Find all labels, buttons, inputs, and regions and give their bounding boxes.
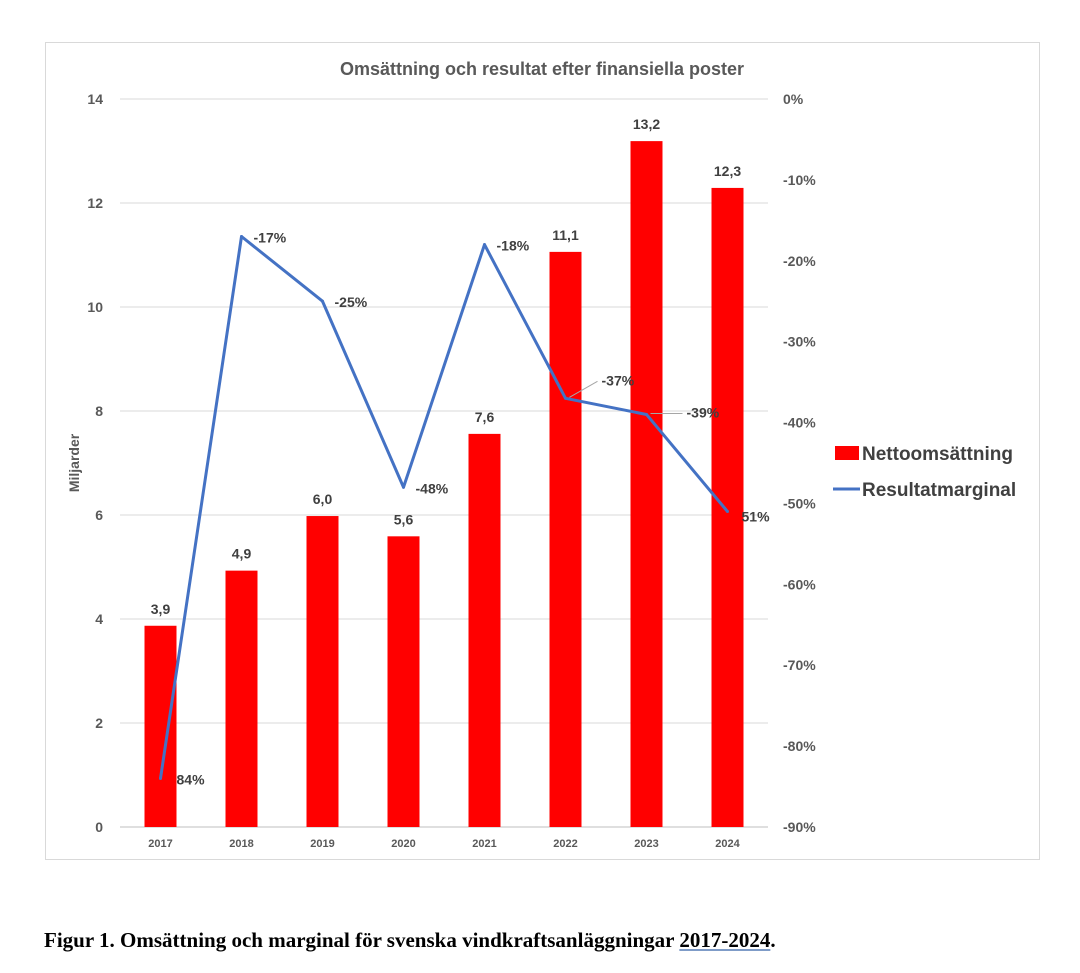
left-tick-label: 6: [95, 507, 103, 523]
bar-2020: [387, 536, 420, 827]
bar-2022: [549, 251, 582, 827]
left-tick-label: 8: [95, 403, 103, 419]
bar-label: 3,9: [151, 601, 171, 617]
bar-series: [144, 141, 744, 828]
x-tick-label: 2024: [715, 838, 740, 850]
caption-range: 2017-2024: [679, 928, 771, 952]
right-tick-label: -60%: [783, 576, 816, 592]
bar-label: 7,6: [475, 409, 495, 425]
x-tick-label: 2022: [553, 838, 577, 850]
bar-label: 5,6: [394, 511, 414, 527]
line-point-2018: [240, 235, 243, 239]
bar-data-labels: 3,9 4,9 6,0 5,6 7,6 11,1 13,2 12,3: [151, 116, 742, 617]
line-label: -48%: [416, 480, 449, 496]
right-tick-label: -90%: [783, 819, 816, 835]
line-series: [159, 235, 729, 780]
left-tick-label: 10: [87, 299, 103, 315]
left-tick-label: 12: [87, 195, 103, 211]
right-tick-label: -10%: [783, 172, 816, 188]
left-tick-label: 4: [95, 611, 103, 627]
right-tick-label: -70%: [783, 657, 816, 673]
figure-caption: Figur 1. Omsättning och marginal för sve…: [44, 928, 776, 953]
bar-label: 4,9: [232, 546, 252, 562]
bar-2019: [306, 516, 339, 827]
line-label: 51%: [742, 509, 771, 525]
line-data-labels: 84% -17% -25% -48% -18% -37% -39% 51%: [177, 230, 771, 788]
caption-suffix: .: [770, 928, 776, 952]
left-tick-label: 2: [95, 715, 103, 731]
left-tick-label: 0: [95, 819, 103, 835]
bar-2017: [144, 625, 177, 827]
right-axis-ticks: 0% -10% -20% -30% -40% -50% -60% -70% -80% -90%: [783, 91, 816, 835]
line-label: -17%: [254, 230, 287, 246]
line-point-2022: [564, 396, 567, 400]
legend-swatch-nettoomsattning: [835, 446, 859, 460]
line-label: -39%: [687, 404, 720, 420]
bar-label: 12,3: [714, 163, 741, 179]
legend-label-resultatmarginal: Resultatmarginal: [862, 480, 1016, 501]
x-tick-label: 2020: [391, 838, 415, 850]
line-label: -25%: [335, 294, 368, 310]
caption-prefix: Figur 1. Omsättning och marginal för sve…: [44, 928, 680, 952]
line-label: -18%: [497, 238, 530, 254]
left-tick-label: 14: [87, 91, 103, 107]
x-tick-label: 2018: [229, 838, 253, 850]
chart-title: Omsättning och resultat efter finansiell…: [340, 59, 744, 79]
bar-label: 11,1: [552, 227, 579, 243]
right-tick-label: -20%: [783, 253, 816, 269]
y-axis-label: Miljarder: [66, 433, 82, 492]
right-tick-label: -40%: [783, 415, 816, 431]
x-axis-ticks: 2017 2018 2019 2020 2021 2022 2023 2024: [148, 838, 740, 850]
line-point-2024: [726, 510, 729, 514]
line-point-2017: [159, 776, 162, 780]
bar-label: 13,2: [633, 116, 660, 132]
line-point-2021: [483, 243, 486, 247]
line-point-2019: [321, 299, 324, 303]
bar-2024: [711, 187, 744, 828]
x-tick-label: 2019: [310, 838, 334, 850]
left-axis-ticks: 0 2 4 6 8 10 12 14: [87, 91, 103, 835]
right-tick-label: -80%: [783, 738, 816, 754]
right-tick-label: 0%: [783, 91, 804, 107]
line-point-2020: [402, 485, 405, 489]
right-tick-label: -50%: [783, 495, 816, 511]
legend: Nettoomsättning Resultatmarginal: [833, 444, 1016, 501]
gridlines: [120, 98, 768, 828]
bar-label: 6,0: [313, 491, 333, 507]
chart-frame: [45, 42, 1040, 860]
line-label: -37%: [602, 372, 635, 388]
x-tick-label: 2023: [634, 838, 658, 850]
x-tick-label: 2021: [472, 838, 496, 850]
bar-2021: [468, 433, 501, 827]
line-resultatmarginal: [159, 235, 729, 779]
label-leader-line: [569, 380, 598, 398]
bar-2018: [225, 570, 258, 827]
right-tick-label: -30%: [783, 334, 816, 350]
x-tick-label: 2017: [148, 838, 172, 850]
bar-2023: [630, 141, 663, 827]
line-label: 84%: [177, 771, 206, 787]
line-point-2023: [645, 412, 648, 416]
legend-label-nettoomsattning: Nettoomsättning: [862, 444, 1013, 465]
